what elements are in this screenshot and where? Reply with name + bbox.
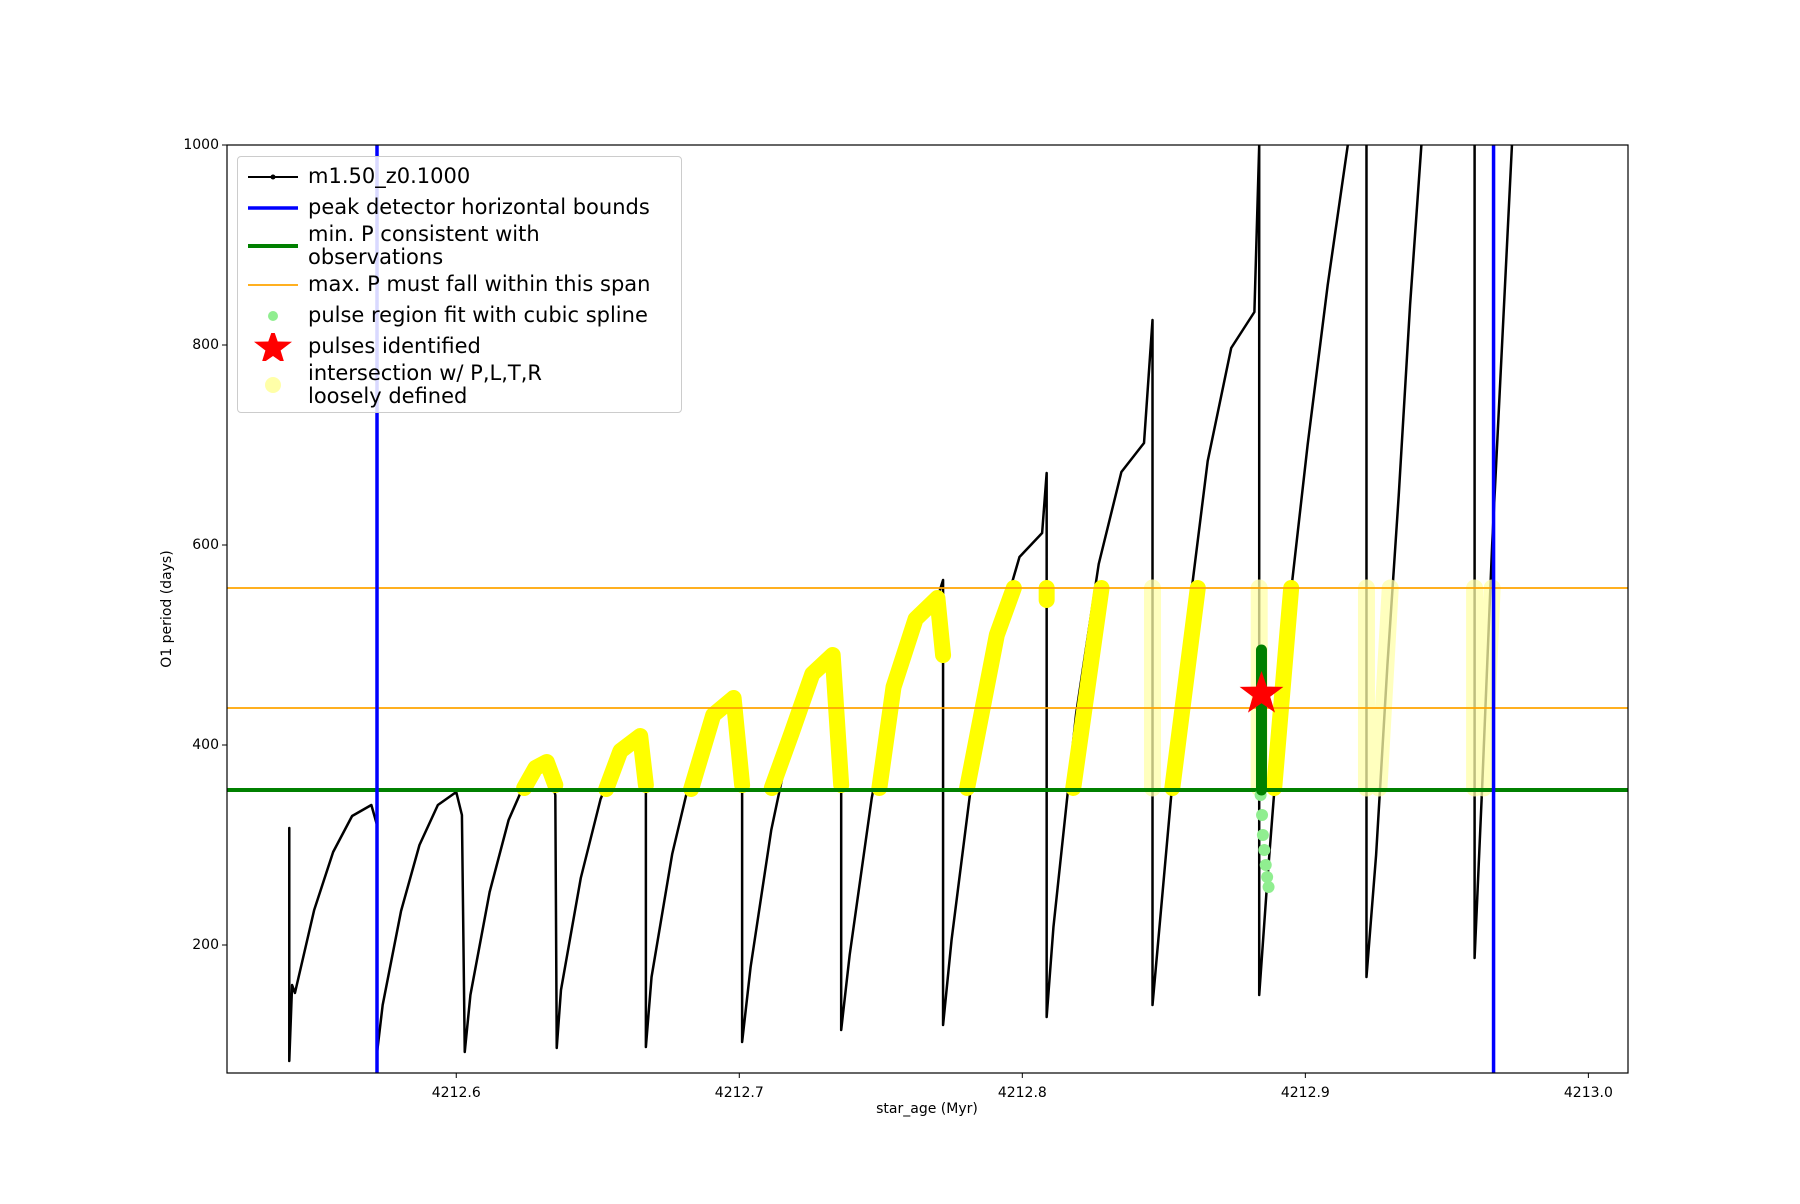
- x-tick-label: 4212.7: [715, 1085, 764, 1101]
- legend-label: peak detector horizontal bounds: [308, 195, 650, 219]
- legend-entry: intersection w/ P,L,T,R loosely defined: [238, 362, 681, 408]
- legend-label: max. P must fall within this span: [308, 272, 651, 296]
- pulse-star: [1239, 671, 1284, 713]
- x-tick-label: 4212.9: [1281, 1085, 1330, 1101]
- pulse-fit-point: [1256, 809, 1269, 821]
- loose-intersection: [1144, 579, 1501, 797]
- legend-entry: min. P consistent with observations: [238, 223, 681, 269]
- legend-entry: m1.50_z0.1000: [238, 161, 681, 192]
- legend-marker: [265, 377, 281, 393]
- legend-label: pulses identified: [308, 334, 481, 358]
- y-axis-label: O1 period (days): [159, 550, 175, 667]
- pulse-fit-point: [1261, 871, 1274, 883]
- axes-frame: [226, 144, 1629, 1074]
- pulse-fit-point: [1259, 859, 1272, 871]
- y-tick-label: 400: [192, 737, 219, 753]
- legend-label: m1.50_z0.1000: [308, 164, 471, 188]
- pulse-fit-point: [1256, 829, 1269, 841]
- pulse-fit-point: [1258, 844, 1271, 856]
- legend-entry: pulse region fit with cubic spline: [238, 300, 681, 331]
- y-tick-label: 800: [192, 337, 219, 353]
- y-tick-label: 600: [192, 537, 219, 553]
- legend-icon: [248, 205, 298, 210]
- x-tick-label: 4212.8: [998, 1085, 1047, 1101]
- legend-icon: [265, 377, 281, 393]
- legend-icon: [248, 174, 298, 179]
- legend-icon: [268, 310, 278, 321]
- legend-label: min. P consistent with observations: [308, 222, 540, 269]
- legend-icon: [248, 283, 298, 286]
- legend-label: intersection w/ P,L,T,R loosely defined: [308, 361, 542, 408]
- legend-entry: pulses identified: [238, 331, 681, 362]
- legend-entry: peak detector horizontal bounds: [238, 192, 681, 223]
- legend-icon: [254, 332, 292, 361]
- intersection: [516, 580, 1300, 797]
- legend-icon: [248, 244, 298, 248]
- legend-marker: [270, 174, 276, 179]
- y-tick-label: 1000: [183, 137, 219, 153]
- legend-marker: [254, 332, 292, 361]
- x-axis-label: star_age (Myr): [876, 1101, 978, 1117]
- pulse-fit-point: [1262, 881, 1275, 893]
- x-tick-label: 4213.0: [1564, 1085, 1613, 1101]
- x-tick-label: 4212.6: [432, 1085, 481, 1101]
- y-tick-label: 200: [192, 937, 219, 953]
- legend-entry: max. P must fall within this span: [238, 269, 681, 300]
- legend-marker: [268, 310, 278, 321]
- legend-label: pulse region fit with cubic spline: [308, 303, 648, 327]
